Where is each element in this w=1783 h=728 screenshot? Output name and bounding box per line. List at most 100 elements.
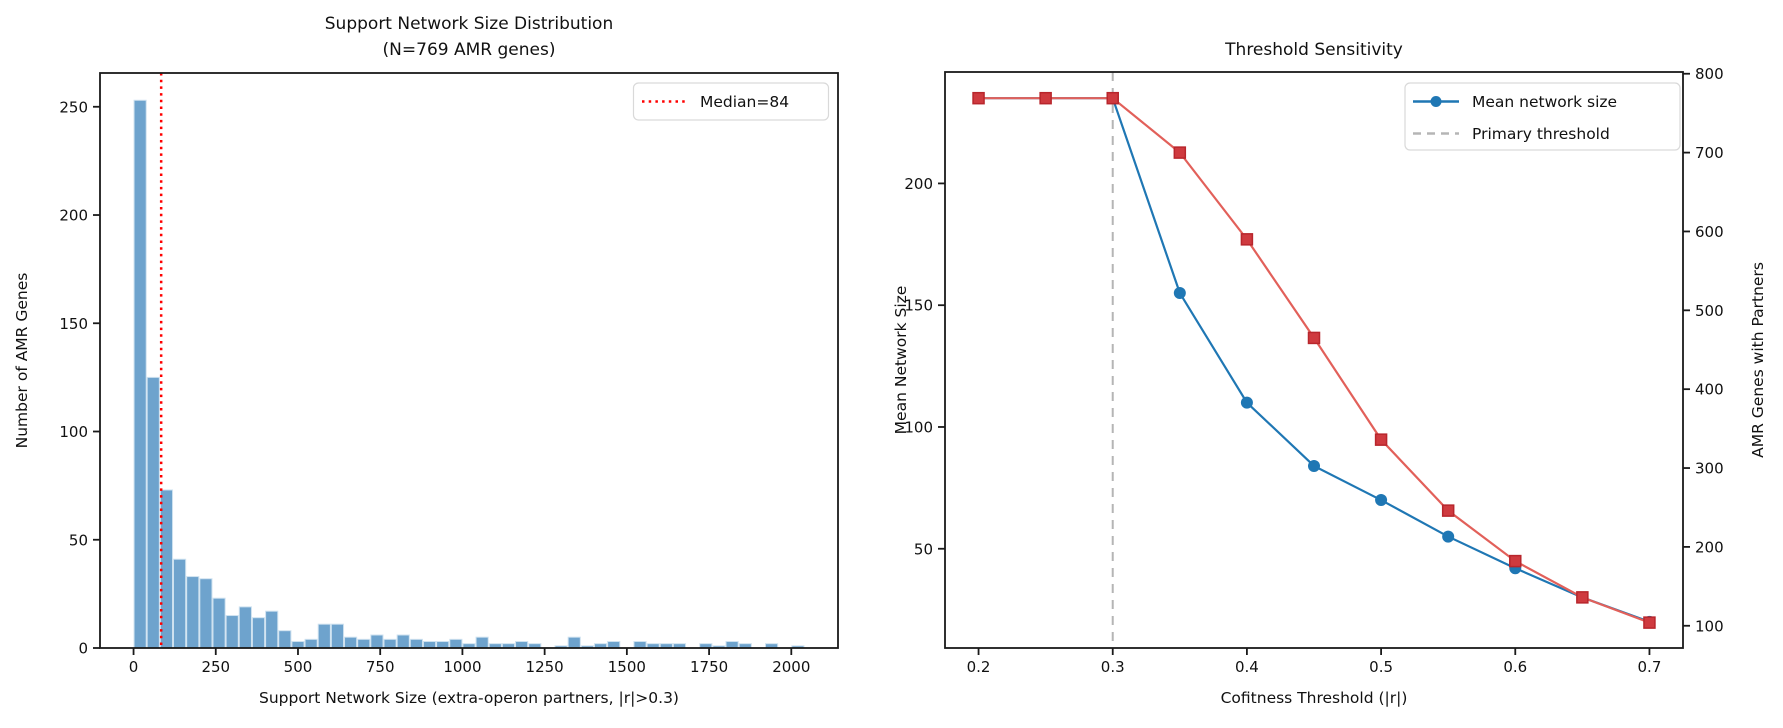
histogram-bar [265, 610, 279, 649]
histogram-title-line1: Support Network Size Distribution [325, 14, 613, 34]
sensitivity-x-axis-ticks: 0.2 0.3 0.4 0.5 0.6 0.7 [967, 648, 1662, 676]
x-tick-label: 1000 [443, 658, 481, 676]
histogram-bar [186, 576, 200, 649]
x-tick-label: 250 [201, 658, 230, 676]
right-y-tick-label: 600 [1695, 223, 1724, 241]
histogram-y-axis-ticks: 0 50 100 150 200 250 [59, 98, 100, 658]
histogram-bar [409, 638, 423, 649]
histogram-bar [515, 641, 529, 649]
histogram-bar [330, 623, 345, 649]
histogram-bar [133, 99, 147, 649]
data-point-circle [1308, 459, 1320, 472]
histogram-bar [567, 636, 581, 649]
histogram-y-axis-label: Number of AMR Genes [13, 273, 31, 449]
histogram-bar [725, 641, 739, 649]
sensitivity-left-y-axis-label: Mean Network Size [892, 286, 910, 435]
x-tick-label: 1250 [526, 658, 564, 676]
left-y-tick-label: 150 [904, 297, 933, 315]
sensitivity-title: Threshold Sensitivity [1224, 40, 1403, 60]
histogram-legend: Median=84 [632, 82, 830, 121]
right-y-tick-label: 400 [1695, 381, 1724, 399]
histogram-bar [436, 641, 450, 649]
x-tick-label: 2000 [772, 658, 810, 676]
histogram-bar [173, 558, 187, 649]
x-tick-label: 1750 [690, 658, 728, 676]
x-tick-label: 0.5 [1369, 658, 1393, 676]
histogram-bar [304, 638, 318, 649]
x-tick-label: 0.4 [1235, 658, 1259, 676]
y-tick-label: 50 [69, 531, 88, 549]
histogram-bar [317, 623, 331, 649]
histogram-bar [449, 638, 463, 649]
x-tick-label: 0.7 [1638, 658, 1662, 676]
left-y-tick-label: 50 [914, 540, 933, 558]
y-tick-label: 0 [78, 640, 88, 658]
histogram-bars-group [133, 99, 805, 649]
left-y-tick-label: 100 [904, 418, 933, 436]
histogram-bar [278, 630, 292, 649]
y-tick-label: 250 [59, 98, 88, 116]
histogram-x-axis-ticks: 0 250 500 750 1000 1250 1500 1750 2000 [129, 648, 810, 676]
right-y-tick-label: 500 [1695, 302, 1724, 320]
x-tick-label: 0.3 [1101, 658, 1125, 676]
mean-network-size-line [978, 97, 1650, 623]
histogram-plot-border [99, 72, 839, 649]
sensitivity-legend: Mean network size Primary threshold [1404, 82, 1681, 151]
right-y-tick-label: 100 [1695, 617, 1724, 635]
histogram-bar [212, 597, 226, 649]
data-point-square [1039, 91, 1052, 105]
sensitivity-series-group [972, 91, 1656, 629]
data-point-circle [1375, 494, 1388, 507]
histogram-bar [370, 634, 384, 649]
right-y-tick-label: 300 [1695, 460, 1724, 478]
data-point-circle [1442, 530, 1455, 543]
histogram-bar [291, 641, 305, 649]
histogram-legend-box [632, 82, 830, 121]
data-point-square [1576, 591, 1589, 604]
histogram-bar [422, 641, 437, 649]
histogram-bar [225, 615, 239, 649]
x-tick-label: 500 [284, 658, 313, 676]
right-y-tick-label: 200 [1695, 538, 1724, 556]
y-tick-label: 200 [59, 207, 88, 225]
sensitivity-right-y-axis-label: AMR Genes with Partners [1749, 262, 1767, 458]
y-tick-label: 100 [59, 423, 88, 441]
data-point-circle [1173, 287, 1186, 300]
data-point-square [1106, 91, 1119, 105]
right-y-tick-label: 800 [1695, 65, 1724, 83]
x-tick-label: 0 [129, 658, 139, 676]
histogram-x-axis-label: Support Network Size (extra-operon partn… [259, 689, 679, 707]
histogram-title-line2: (N=769 AMR genes) [383, 40, 556, 60]
data-point-square [972, 91, 985, 105]
sensitivity-right-y-axis-ticks: 100 200 300 400 500 600 700 800 [1683, 65, 1724, 635]
x-tick-label: 750 [366, 658, 395, 676]
data-point-square [1240, 233, 1254, 246]
x-tick-label: 1500 [608, 658, 646, 676]
sensitivity-chart: Threshold Sensitivity 0.2 0.3 0.4 0.5 0.6 0.7… [892, 40, 1767, 707]
data-point-square [1643, 616, 1656, 629]
sensitivity-x-axis-label: Cofitness Threshold (|r|) [1221, 689, 1408, 707]
histogram-chart: Support Network Size Distribution (N=769… [13, 14, 839, 707]
histogram-bar [607, 641, 621, 649]
x-tick-label: 0.6 [1503, 658, 1527, 676]
data-point-square [1441, 504, 1455, 517]
histogram-bar [633, 641, 647, 649]
histogram-bar [475, 636, 489, 649]
mean-network-size-legend-marker [1430, 96, 1442, 107]
histogram-bar [396, 634, 410, 649]
sensitivity-legend-box [1404, 82, 1681, 151]
data-point-square [1509, 554, 1522, 568]
data-point-square [1173, 146, 1187, 159]
y-tick-label: 150 [59, 315, 88, 333]
histogram-bar [199, 578, 213, 649]
data-point-square [1374, 433, 1388, 446]
primary-threshold-legend-label: Primary threshold [1472, 125, 1610, 143]
data-point-circle [1240, 396, 1253, 409]
histogram-bar [357, 638, 371, 649]
sensitivity-plot-border [944, 71, 1684, 649]
sensitivity-left-y-axis-ticks: 50 100 150 200 [904, 175, 945, 558]
histogram-bar [383, 638, 397, 649]
left-y-tick-label: 200 [904, 175, 933, 193]
x-tick-label: 0.2 [967, 658, 991, 676]
